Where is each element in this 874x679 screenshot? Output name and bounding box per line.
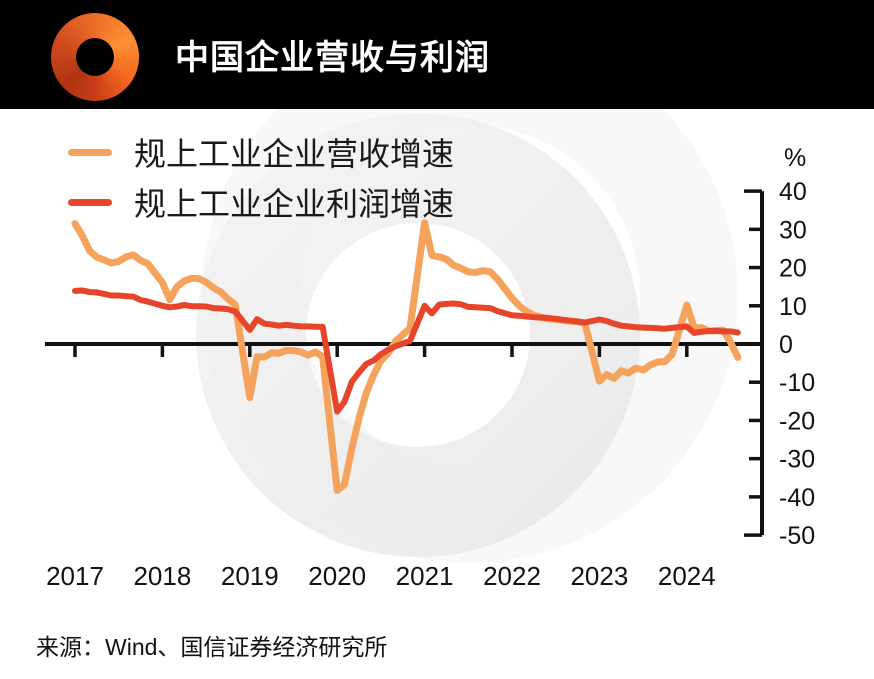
brand-logo-hole bbox=[76, 38, 114, 76]
y-tick-label: -10 bbox=[779, 369, 815, 397]
series-line-profit bbox=[72, 287, 741, 415]
y-axis-unit-label: % bbox=[784, 144, 806, 172]
x-tick-label: 2022 bbox=[483, 561, 541, 591]
chart-legend: 规上工业企业营收增速 规上工业企业利润增速 bbox=[68, 127, 454, 227]
source-note: 来源：Wind、国信证券经济研究所 bbox=[36, 634, 388, 660]
legend-swatch-revenue-icon bbox=[68, 148, 112, 156]
legend-swatch-profit-icon bbox=[68, 198, 112, 206]
x-tick-label: 2018 bbox=[133, 561, 191, 591]
y-tick-label: -30 bbox=[779, 446, 815, 474]
x-tick-label: 2021 bbox=[396, 561, 454, 591]
y-tick-label: -40 bbox=[779, 484, 815, 512]
y-tick-label: -20 bbox=[779, 407, 815, 435]
watermark-inner-ring bbox=[196, 113, 640, 557]
y-tick-label: 0 bbox=[779, 331, 793, 359]
legend-label-profit: 规上工业企业利润增速 bbox=[134, 186, 455, 222]
x-tick-label: 2020 bbox=[308, 561, 366, 591]
x-tick-label: 2017 bbox=[46, 561, 104, 591]
y-tick-label: 20 bbox=[779, 255, 807, 283]
x-tick-label: 2024 bbox=[658, 561, 716, 591]
x-tick-label: 2019 bbox=[221, 561, 279, 591]
y-tick-label: 10 bbox=[779, 293, 807, 321]
y-tick-label: 30 bbox=[779, 216, 807, 244]
brand-logo-icon bbox=[51, 13, 139, 101]
legend-item-revenue: 规上工业企业营收增速 bbox=[68, 127, 454, 177]
y-tick-label: -50 bbox=[779, 522, 815, 550]
y-tick-label: 40 bbox=[779, 178, 807, 206]
page-title: 中国企业营收与利润 bbox=[175, 39, 490, 77]
x-tick-label: 2023 bbox=[570, 561, 628, 591]
legend-label-revenue: 规上工业企业营收增速 bbox=[134, 136, 455, 172]
legend-item-profit: 规上工业企业利润增速 bbox=[68, 177, 454, 227]
series-line-revenue bbox=[71, 219, 742, 494]
header-bar: 中国企业营收与利润 bbox=[0, 0, 874, 109]
